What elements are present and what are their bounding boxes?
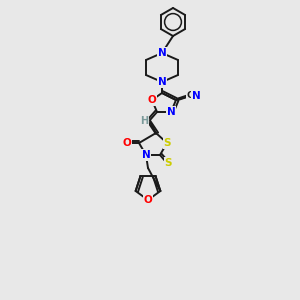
Text: O: O [148, 95, 156, 105]
Text: N: N [167, 107, 176, 117]
Text: S: S [163, 138, 171, 148]
Text: N: N [142, 150, 150, 160]
Text: O: O [123, 138, 131, 148]
Text: C: C [187, 92, 193, 100]
Text: S: S [164, 158, 172, 168]
Text: N: N [192, 91, 200, 101]
Text: N: N [158, 77, 166, 87]
Text: O: O [144, 195, 152, 205]
Text: H: H [140, 116, 148, 126]
Text: N: N [158, 48, 166, 58]
